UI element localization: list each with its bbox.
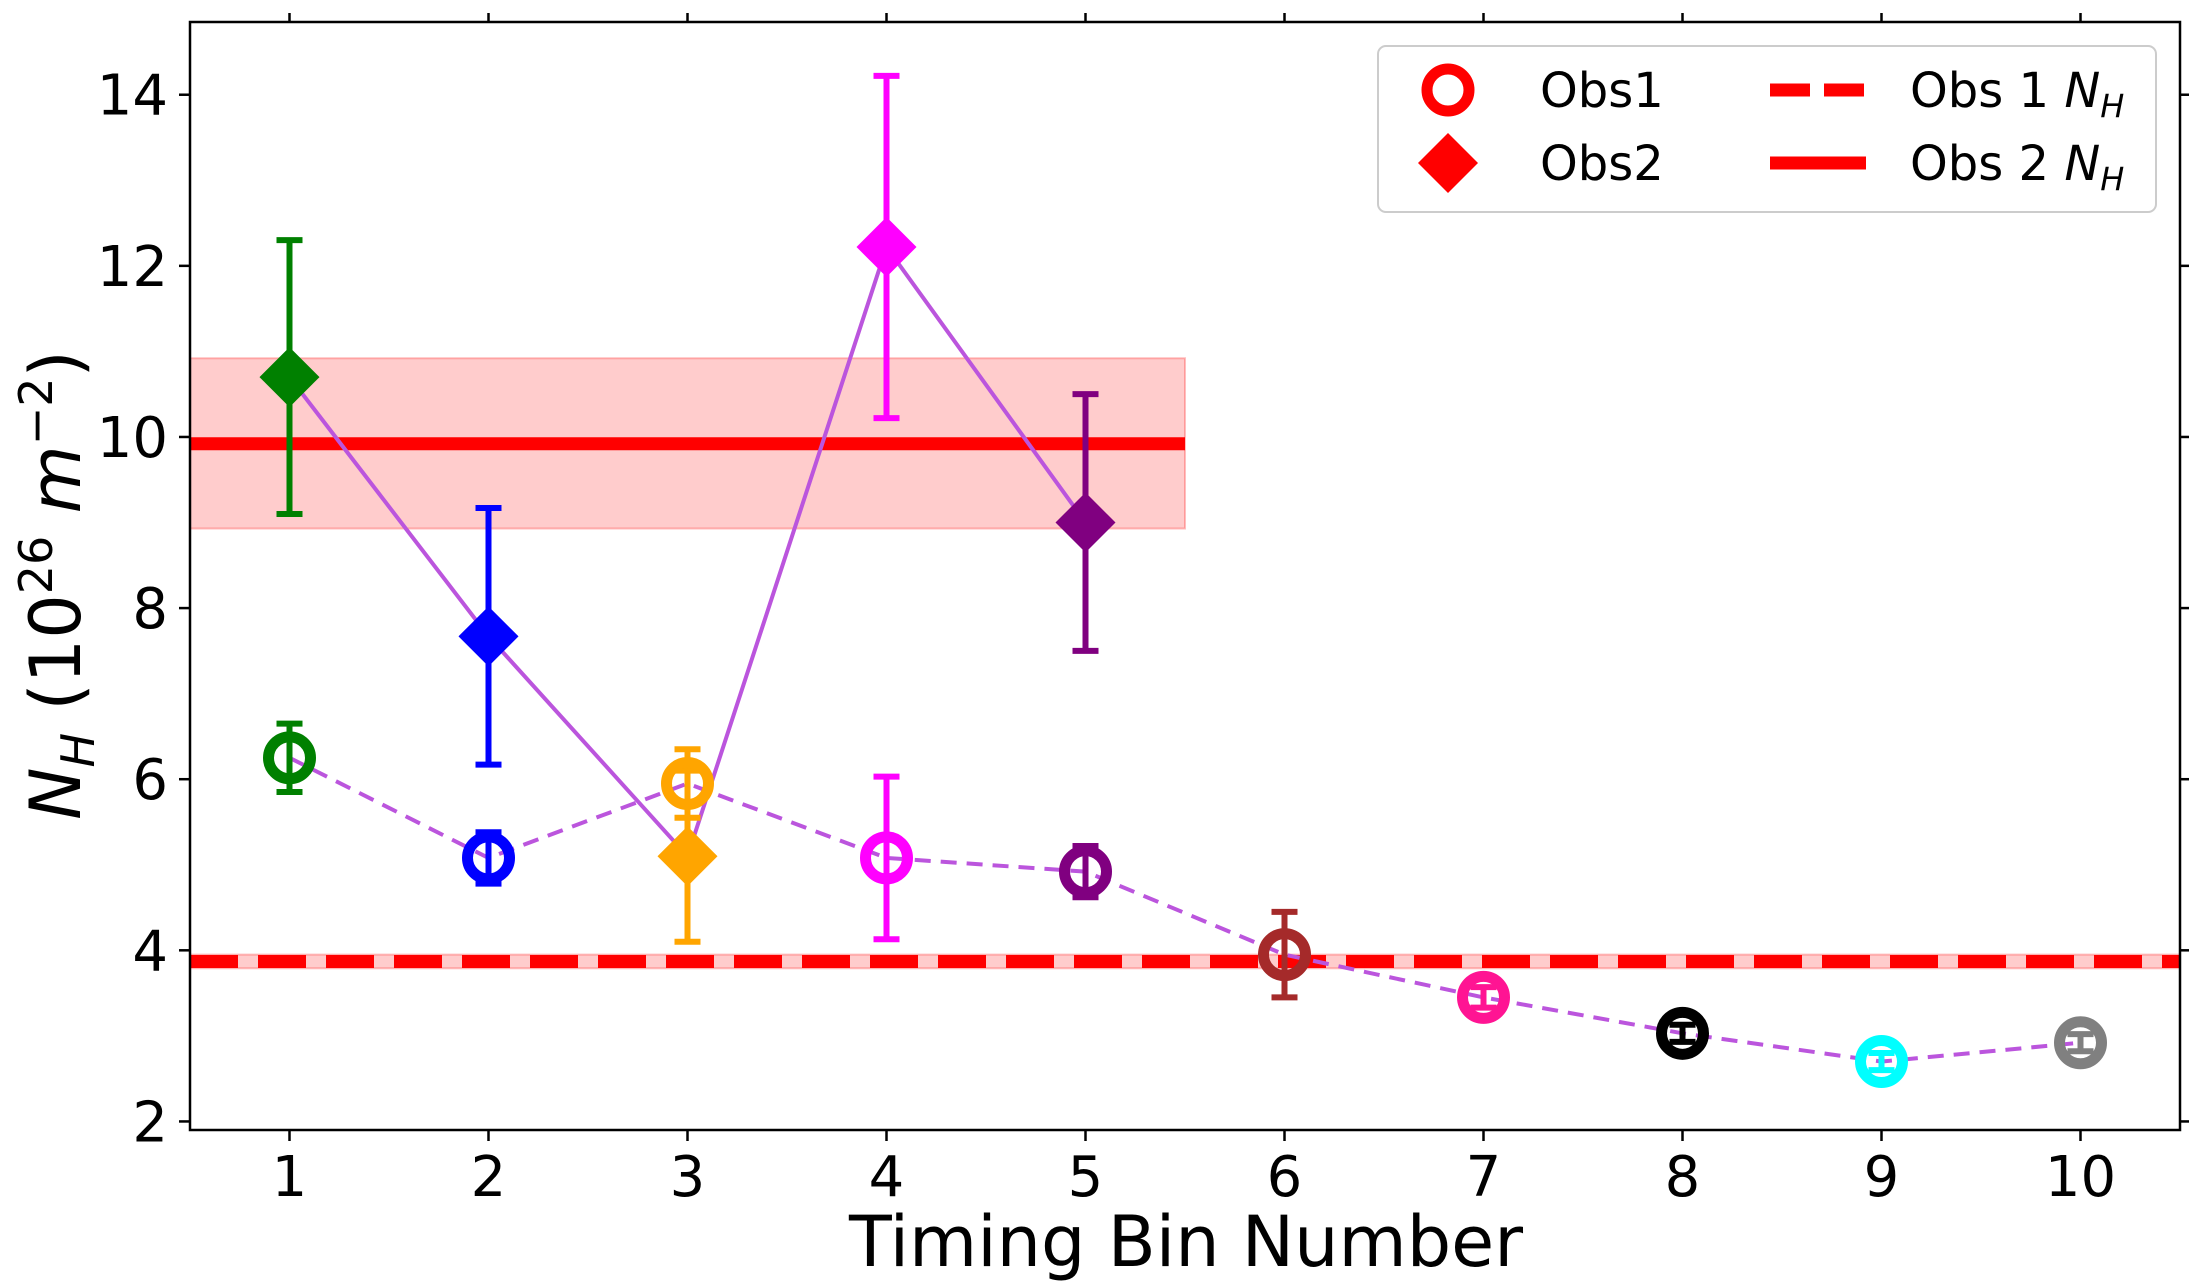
marker-obs1-bin-8	[1656, 1006, 1709, 1060]
y-tick-label-6: 6	[132, 748, 168, 813]
error-bars	[276, 72, 2094, 1074]
legend-4-label-symbol: N	[2064, 136, 2100, 192]
y-tick-label-14: 14	[97, 64, 168, 129]
marker-obs1-bin-9	[1855, 1035, 1908, 1089]
x-tick-label-6: 6	[1267, 1145, 1303, 1210]
marker-obs2-bin-5	[1055, 492, 1116, 553]
plot-axes	[188, 20, 2182, 1132]
marker-obs1-bin-7	[1457, 970, 1510, 1024]
legend-4-label-prefix: Obs 2	[1910, 136, 2064, 192]
legend-3-label-prefix: Obs 1	[1910, 63, 2064, 119]
legend-4-label: Obs 2 NH	[1910, 136, 2124, 198]
marker-obs2-bin-4	[856, 217, 917, 278]
x-tick-label-2: 2	[471, 1145, 507, 1210]
data-markers	[259, 217, 2107, 1089]
legend-2-label: Obs2	[1540, 136, 1664, 192]
legend-frame	[1377, 45, 2157, 213]
legend-1-marker	[1421, 63, 1475, 117]
y-label-unit-open: (10	[15, 594, 97, 733]
y-label-exponent: 26	[9, 536, 63, 595]
marker-obs2-bin-1	[259, 347, 320, 408]
y-label-unit-close: )	[15, 350, 97, 377]
x-tick-label-8: 8	[1665, 1145, 1701, 1210]
marker-obs2-bin-2	[458, 606, 519, 667]
marker-obs1-bin-4	[860, 831, 913, 885]
x-tick-label-3: 3	[670, 1145, 706, 1210]
marker-obs1-bin-10	[2054, 1016, 2107, 1070]
marker-obs1-bin-1	[263, 731, 316, 785]
x-axis-label: Timing Bin Number	[848, 1201, 1523, 1283]
legend-3-label-subscript: H	[2100, 87, 2124, 125]
legend-2-marker	[1418, 133, 1478, 193]
y-tick-label-10: 10	[97, 406, 168, 471]
marker-obs1-bin-6	[1258, 928, 1311, 982]
x-tick-label-1: 1	[272, 1145, 308, 1210]
x-tick-label-4: 4	[869, 1145, 905, 1210]
y-axis-label: NH (1026 m−2)	[9, 350, 105, 820]
legend-4-label-subscript: H	[2100, 160, 2124, 198]
legend-3-label: Obs 1 NH	[1910, 63, 2124, 125]
connector-obs1	[288, 756, 2081, 1064]
y-label-unit-exponent: −2	[9, 377, 63, 445]
x-tick-label-5: 5	[1068, 1145, 1104, 1210]
y-label-symbol: N	[15, 767, 97, 819]
y-tick-label-4: 4	[132, 919, 168, 984]
y-tick-label-2: 2	[132, 1090, 168, 1155]
legend-3-label-symbol: N	[2064, 63, 2100, 119]
plot-frame	[188, 20, 2182, 1132]
marker-obs2-bin-3	[657, 826, 718, 887]
y-label-subscript: H	[51, 733, 105, 768]
x-tick-label-9: 9	[1864, 1145, 1900, 1210]
marker-obs1-bin-5	[1059, 845, 1112, 899]
y-tick-label-12: 12	[97, 235, 168, 300]
y-tick-label-8: 8	[132, 577, 168, 642]
marker-obs1-bin-3	[661, 756, 714, 810]
reference-lines	[190, 437, 2180, 968]
y-label-unit-m: m	[15, 445, 97, 535]
legend-1-label: Obs1	[1540, 63, 1664, 119]
x-tick-label-10: 10	[2045, 1145, 2116, 1210]
x-tick-label-7: 7	[1466, 1145, 1502, 1210]
marker-obs1-bin-2	[462, 831, 515, 885]
